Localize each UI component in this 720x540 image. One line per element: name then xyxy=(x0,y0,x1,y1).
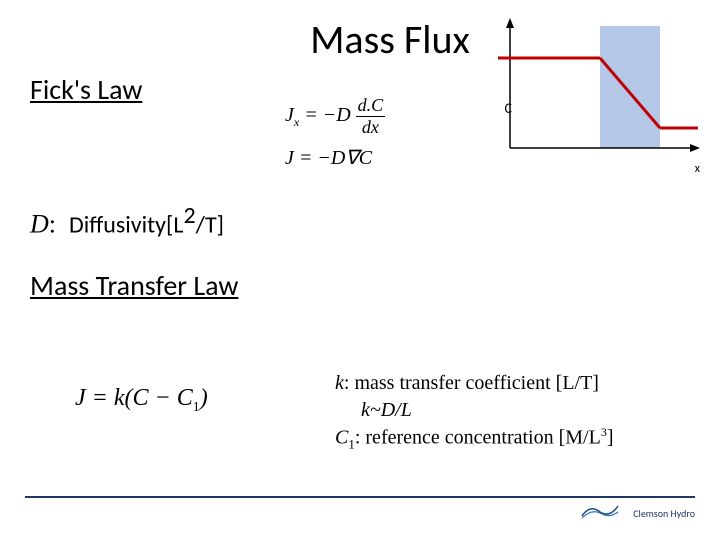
c1-post: ] xyxy=(607,427,614,449)
k-relation: k~D/L xyxy=(335,397,614,424)
diffusivity-definition: D: Diffusivity[L2/T] xyxy=(30,201,690,240)
k-definition: k: mass transfer coefficient [L/T] xyxy=(335,370,614,397)
c1-mid: : reference concentration [M/L xyxy=(355,427,601,449)
equation-mtl: J = k(C − C1) xyxy=(75,385,208,416)
eq-mtl-sub: 1 xyxy=(193,400,200,415)
eq-mtl-lhs: J = k(C − C xyxy=(75,385,193,411)
c1-definition: C1: reference concentration [M/L3] xyxy=(335,424,614,453)
d-label-exp: 2 xyxy=(184,201,196,230)
concentration-profile-chart xyxy=(480,18,700,183)
k-rel-text: k~D/L xyxy=(361,399,412,421)
k-text: : mass transfer coefficient [L/T] xyxy=(344,372,599,394)
mtl-definitions: k: mass transfer coefficient [L/T] k~D/L… xyxy=(335,370,614,453)
mass-transfer-law-heading: Mass Transfer Law xyxy=(30,268,690,303)
eq-mtl-close: ) xyxy=(200,385,208,411)
eq-jx-frac: d.Cdx xyxy=(356,95,386,138)
chart-y-label: C xyxy=(505,100,512,117)
d-label-post: /T] xyxy=(196,211,224,240)
eq-jx-lhs: J xyxy=(285,104,294,126)
d-colon: : xyxy=(49,210,56,239)
k-symbol: k xyxy=(335,372,344,394)
chart-x-label: x xyxy=(695,162,700,176)
footer-brand: Clemson Hydro xyxy=(633,507,695,520)
eq-jx-num: d.C xyxy=(356,95,386,117)
c1-symbol: C xyxy=(335,427,348,449)
eq-jx-eq: = −D xyxy=(299,104,355,126)
d-label-pre: Diffusivity[L xyxy=(69,211,183,240)
equation-j-grad: J = −D∇C xyxy=(285,145,372,170)
equation-jx: Jx = −D d.Cdx xyxy=(285,95,385,138)
d-symbol: D xyxy=(30,210,49,239)
eq-jx-den: dx xyxy=(356,117,386,138)
footer-logo xyxy=(580,498,620,520)
